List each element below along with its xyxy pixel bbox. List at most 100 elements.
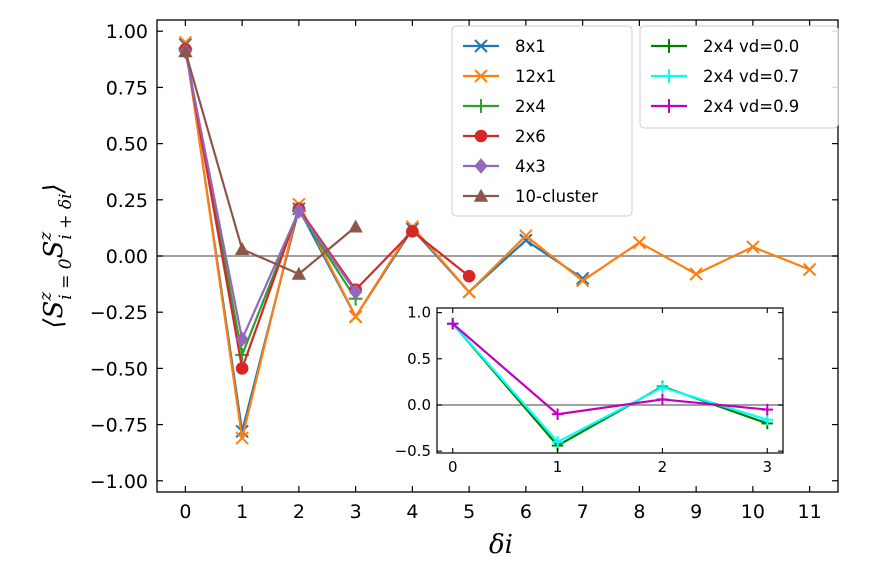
data-point-10-cluster-2 [291,266,307,280]
data-point-12x1-8 [632,235,647,250]
x-tick-label-10: 10 [741,501,765,523]
legend-entry-2x6: 2x6 [463,127,546,146]
legend-entry-12x1: 12x1 [463,67,556,86]
y-tick-label-5: 0.25 [106,190,148,212]
y-tick-label-3: −0.25 [90,302,148,324]
x-tick-label-1: 1 [236,501,248,523]
x-tick-label-5: 5 [463,501,475,523]
data-point-12x1-10 [746,240,760,254]
y-label-sub1: i = 0 [56,258,76,299]
y-label-open: ⟨ [39,318,69,329]
y-label-sub2: i + δi [56,193,76,239]
legend-marker-2x6 [474,129,488,143]
data-point-4x3-2 [292,203,306,219]
legend-label-4x3: 4x3 [515,157,546,176]
legend-entry-8x1: 8x1 [463,37,546,56]
data-point-12x1-6 [519,229,533,243]
x-tick-label-4: 4 [406,501,418,523]
data-point-2x6-5 [462,269,476,283]
legend-label-10-cluster: 10-cluster [515,187,598,206]
x-tick-label-0: 0 [179,501,191,523]
inset-x-tick-label-2: 2 [658,458,668,476]
inset-data-point-2x4-vd-0-7-2 [656,381,669,394]
legend-marker-2x4-vd-0-0 [662,39,676,53]
inset-y-tick-label-0: −0.5 [395,442,431,460]
legend-label-2x4-vd-0-7: 2x4 vd=0.7 [703,67,799,86]
data-point-2x6-4 [406,224,419,238]
main-plot [157,35,838,445]
data-point-4x3-1 [235,331,249,347]
inset-plot: 0 1 2 3 −0.5 0.0 0.5 1.0 [395,304,784,476]
legend-marker-2x4-vd-0-9 [662,99,676,113]
legend-entry-2x4-vd-0-9: 2x4 vd=0.9 [651,97,799,116]
legend-marker-2x4-vd-0-7 [662,69,676,83]
data-point-12x1-7 [575,274,590,288]
legend-marker-12x1 [474,69,488,83]
y-label-sup2: z [36,231,56,242]
inset-x-tick-label-1: 1 [553,458,563,476]
y-label-s1: S [39,301,69,319]
inset-y-tick-label-1: 0.0 [407,396,431,414]
legend-entry-2x4-vd-0-0: 2x4 vd=0.0 [651,37,799,56]
legend-label-2x6: 2x6 [515,127,546,146]
y-tick-label-1: −0.75 [90,415,148,437]
y-label-s2: S [39,241,69,259]
y-label-sup1: z [36,291,56,302]
series-line-2x4 [184,49,357,359]
legend-entry-2x4-vd-0-7: 2x4 vd=0.7 [651,67,799,86]
data-point-12x1-11 [802,262,817,277]
inset-data-point-2x4-vd-0-9-2 [656,393,669,406]
y-tick-label-4: 0.00 [106,246,148,268]
data-point-12x1-1 [235,431,249,445]
legend-entry-10-cluster: 10-cluster [463,187,598,206]
data-point-12x1-5 [462,285,476,299]
legend-marker-8x1 [474,39,488,53]
inset-x-tick-label-3: 3 [762,458,772,476]
inset-data-point-2x4-vd-0-7-1 [551,436,564,448]
x-tick-label-8: 8 [633,501,645,523]
x-tick-label-9: 9 [690,501,702,523]
legend-label-2x4-vd-0-0: 2x4 vd=0.0 [703,37,799,56]
legend-entry-4x3: 4x3 [463,157,546,176]
x-tick-label-7: 7 [577,501,589,523]
data-point-10-cluster-1 [234,242,250,256]
data-point-12x1-9 [689,267,703,281]
legend-label-8x1: 8x1 [515,37,546,56]
legend-label-2x4-vd-0-9: 2x4 vd=0.9 [703,97,799,116]
inset-series-line-2x4-vd-0-9 [452,322,768,416]
x-axis-label: δi [489,530,513,560]
y-label-close: ⟩ [39,183,69,194]
legend-box-left [451,25,633,217]
inset-y-tick-label-2: 0.5 [407,350,431,368]
y-tick-label-2: −0.50 [90,358,148,380]
inset-data-point-2x4-vd-0-9-1 [551,408,564,420]
data-point-2x6-1 [235,362,249,375]
x-tick-label-11: 11 [798,501,822,523]
legend-marker-2x4 [474,99,488,113]
x-tick-label-3: 3 [350,501,362,523]
data-point-12x1-3 [348,309,363,324]
series-line-10-cluster [184,51,357,276]
legend-marker-4x3 [474,158,488,174]
data-point-10-cluster-0 [178,44,193,58]
legend-marker-10-cluster [473,188,489,202]
legend-entry-2x4: 2x4 [463,97,546,116]
legend-box-right [639,25,839,129]
y-tick-label-0: −1.00 [90,471,148,493]
inset-background [437,308,783,453]
y-axis-label: ⟨Szi = 0Szi + δi⟩ [36,183,76,328]
legend-label-12x1: 12x1 [515,67,556,86]
inset-x-tick-label-0: 0 [448,458,458,476]
data-point-8x1-6 [519,233,533,247]
x-tick-label-2: 2 [293,501,305,523]
inset-y-tick-label-3: 1.0 [407,304,431,322]
legend: 8x1 12x1 2x4 2x6 4x3 10-cluster 2x4 vd=0.0 2x4 … [451,25,839,217]
y-tick-label-6: 0.50 [106,134,148,156]
y-tick-label-8: 1.00 [106,21,148,43]
series-line-12x1 [184,42,811,439]
data-point-8x1-7 [575,271,590,286]
main-axes: 0 1 2 3 4 5 6 7 8 9 10 11−1.00−0.75−0.50−0.250.000.… [90,19,839,523]
inset-data-point-2x4-vd-0-7-3 [761,414,774,426]
x-tick-label-6: 6 [520,501,532,523]
